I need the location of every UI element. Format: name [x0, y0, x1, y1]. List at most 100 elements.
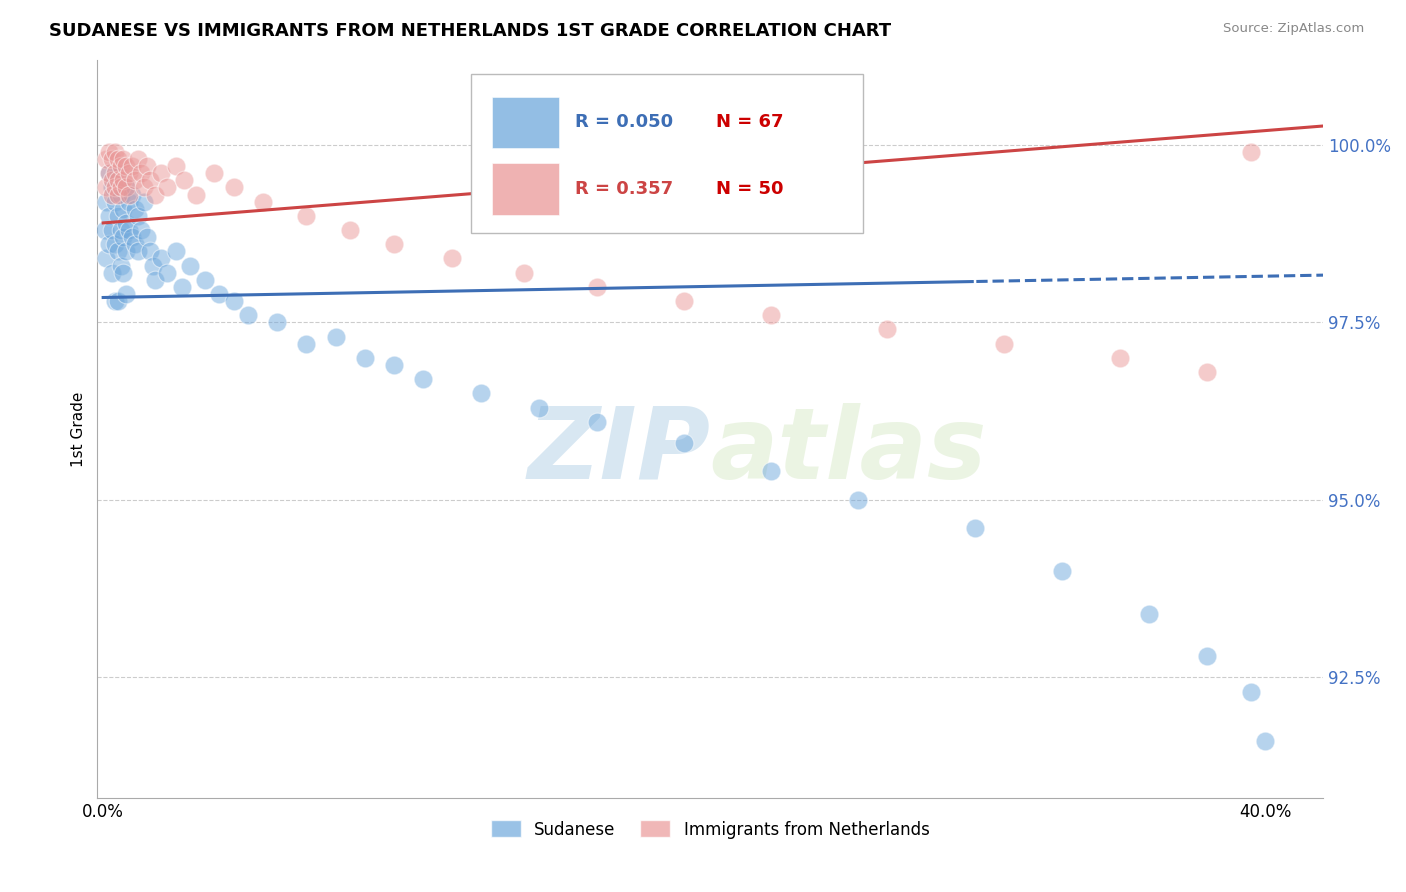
Point: [1137, 607, 1160, 621]
Point: [1195, 649, 1218, 664]
Point: [115, 180, 138, 194]
Point: [112, 266, 135, 280]
Point: [93, 223, 115, 237]
Point: [266, 315, 288, 329]
Point: [107, 209, 129, 223]
Point: [104, 194, 127, 209]
Text: R = 0.357: R = 0.357: [575, 180, 673, 198]
Point: [124, 173, 146, 187]
Point: [101, 152, 124, 166]
Point: [353, 351, 375, 365]
Point: [179, 259, 201, 273]
Point: [121, 230, 143, 244]
Point: [165, 244, 187, 259]
Point: [527, 401, 550, 415]
Point: [94, 252, 117, 266]
Text: R = 0.050: R = 0.050: [575, 113, 673, 131]
Point: [107, 244, 129, 259]
Point: [121, 187, 143, 202]
Point: [115, 244, 138, 259]
Point: [208, 287, 231, 301]
Point: [101, 187, 124, 202]
Point: [202, 166, 225, 180]
Point: [145, 187, 167, 202]
Point: [194, 273, 217, 287]
Point: [1108, 351, 1130, 365]
Point: [993, 336, 1015, 351]
Point: [138, 173, 160, 187]
Point: [145, 273, 167, 287]
Point: [115, 180, 138, 194]
FancyBboxPatch shape: [471, 74, 863, 233]
Text: SUDANESE VS IMMIGRANTS FROM NETHERLANDS 1ST GRADE CORRELATION CHART: SUDANESE VS IMMIGRANTS FROM NETHERLANDS …: [49, 22, 891, 40]
Point: [382, 358, 405, 372]
Point: [222, 180, 245, 194]
Point: [1239, 684, 1261, 698]
Point: [104, 145, 127, 159]
Point: [412, 372, 434, 386]
Point: [101, 223, 124, 237]
Point: [124, 202, 146, 216]
Point: [132, 194, 155, 209]
Point: [98, 166, 121, 180]
Y-axis label: 1st Grade: 1st Grade: [72, 392, 86, 467]
Point: [339, 223, 361, 237]
Point: [115, 216, 138, 230]
Point: [127, 244, 149, 259]
Point: [129, 223, 152, 237]
Point: [586, 280, 609, 294]
Point: [150, 252, 173, 266]
Point: [107, 152, 129, 166]
Point: [1050, 564, 1073, 578]
Point: [121, 159, 143, 173]
Point: [127, 152, 149, 166]
Point: [382, 237, 405, 252]
Point: [761, 465, 783, 479]
Point: [107, 166, 129, 180]
Point: [115, 159, 138, 173]
Point: [107, 173, 129, 187]
Point: [101, 173, 124, 187]
Point: [170, 280, 193, 294]
Point: [173, 173, 195, 187]
Point: [673, 293, 696, 308]
Point: [94, 180, 117, 194]
Legend: Sudanese, Immigrants from Netherlands: Sudanese, Immigrants from Netherlands: [484, 814, 936, 846]
Point: [107, 293, 129, 308]
Point: [112, 230, 135, 244]
Point: [150, 166, 173, 180]
Text: Source: ZipAtlas.com: Source: ZipAtlas.com: [1223, 22, 1364, 36]
Point: [470, 386, 492, 401]
Point: [104, 166, 127, 180]
Point: [295, 209, 318, 223]
Point: [98, 166, 121, 180]
Point: [94, 152, 117, 166]
Point: [118, 194, 141, 209]
Point: [165, 159, 187, 173]
Point: [513, 266, 536, 280]
Text: N = 67: N = 67: [717, 113, 785, 131]
Text: N = 50: N = 50: [717, 180, 785, 198]
Point: [101, 266, 124, 280]
Text: ZIP: ZIP: [527, 402, 710, 500]
FancyBboxPatch shape: [492, 163, 560, 215]
Point: [110, 187, 132, 202]
Point: [112, 202, 135, 216]
Text: atlas: atlas: [710, 402, 987, 500]
Point: [440, 252, 463, 266]
Point: [252, 194, 274, 209]
Point: [761, 308, 783, 322]
Point: [118, 223, 141, 237]
Point: [118, 187, 141, 202]
Point: [110, 259, 132, 273]
Point: [876, 322, 898, 336]
Point: [141, 259, 163, 273]
Point: [104, 180, 127, 194]
Point: [127, 209, 149, 223]
Point: [104, 237, 127, 252]
Point: [135, 159, 157, 173]
Point: [135, 230, 157, 244]
Point: [110, 223, 132, 237]
Point: [1239, 145, 1261, 159]
Point: [963, 521, 986, 535]
